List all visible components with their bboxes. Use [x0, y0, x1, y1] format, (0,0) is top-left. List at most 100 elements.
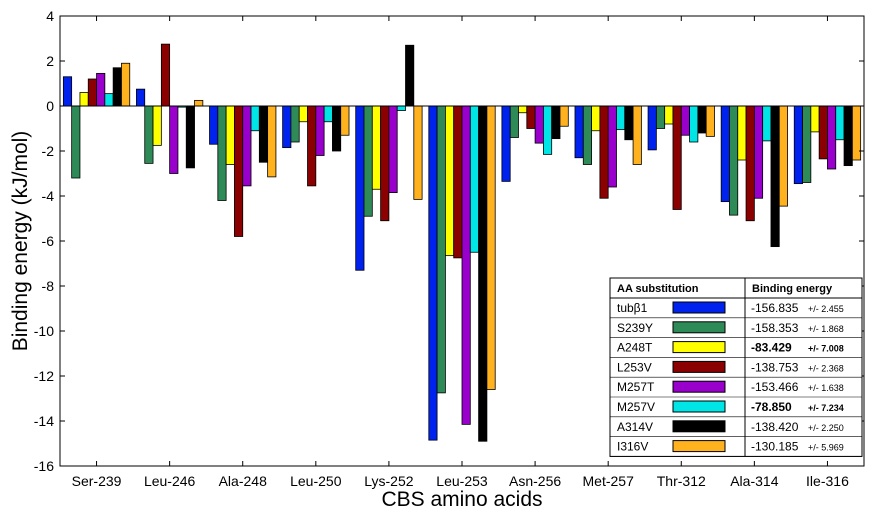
- bar: [574, 105, 584, 159]
- bar: [79, 92, 89, 107]
- legend-header-energy: Binding energy: [752, 283, 833, 295]
- bar: [121, 62, 131, 107]
- bar: [363, 105, 373, 217]
- bar: [104, 93, 114, 107]
- bar: [112, 67, 122, 107]
- bar: [144, 105, 154, 164]
- bar: [551, 105, 561, 140]
- legend-energy-error: +/- 2.250: [808, 423, 844, 433]
- bar: [396, 105, 406, 111]
- bar: [827, 105, 837, 170]
- y-axis-title: Binding energy (kJ/mol): [9, 131, 32, 352]
- legend-header-substitution: AA substitution: [617, 283, 699, 295]
- bar: [413, 105, 423, 200]
- legend-energy-value: -78.850: [751, 400, 792, 414]
- bar: [534, 105, 544, 144]
- x-axis: Ser-239 Leu-246 Ala-248 Leu-250 Lys-252 Leu-2…: [72, 16, 849, 489]
- y-tick-label: 4: [46, 8, 54, 24]
- bar: [340, 105, 350, 136]
- bar: [258, 105, 269, 163]
- bar: [697, 105, 707, 134]
- bar: [453, 105, 463, 259]
- legend-energy-value: -158.353: [751, 321, 799, 335]
- x-axis-title: CBS amino acids: [381, 488, 542, 511]
- bar: [436, 105, 446, 394]
- bar: [388, 105, 398, 194]
- bar: [810, 105, 820, 133]
- bar: [526, 105, 536, 129]
- legend-series-label: I316V: [617, 440, 648, 454]
- legend-series-label: A248T: [617, 341, 653, 355]
- bar: [745, 105, 755, 222]
- bar: [371, 105, 382, 190]
- x-tick-label: Lys-252: [364, 473, 414, 489]
- bar: [87, 78, 97, 107]
- x-tick-label: Ser-239: [72, 473, 122, 489]
- bar: [486, 105, 496, 390]
- bar: [818, 105, 828, 160]
- bar: [428, 105, 438, 441]
- bar: [96, 72, 106, 107]
- bar: [664, 105, 674, 125]
- y-tick-label: -12: [34, 368, 54, 384]
- bar: [267, 105, 277, 178]
- x-tick-label: Asn-256: [509, 473, 561, 489]
- bar: [315, 105, 325, 156]
- bar: [234, 105, 244, 237]
- y-tick-label: -16: [34, 458, 54, 474]
- legend-series-label: M257T: [617, 380, 655, 394]
- bar: [405, 44, 415, 107]
- legend-energy-value: -153.466: [751, 380, 799, 394]
- legend-series-label: M257V: [617, 400, 655, 414]
- bar: [851, 105, 862, 161]
- x-tick-label: Ala-314: [730, 473, 778, 489]
- y-tick-label: -8: [42, 278, 55, 294]
- bar: [152, 105, 162, 146]
- bar: [509, 105, 519, 138]
- bar: [380, 105, 390, 222]
- x-tick-label: Leu-246: [144, 473, 196, 489]
- x-tick-label: Leu-250: [290, 473, 342, 489]
- x-tick-label: Met-257: [583, 473, 635, 489]
- legend-energy-error: +/- 7.008: [808, 344, 844, 354]
- bar: [680, 105, 690, 136]
- legend-table: AA substitution Binding energy tubβ1 -156.8…: [609, 277, 863, 457]
- y-tick-label: -10: [34, 323, 54, 339]
- y-axis: 4 2 0 -2 -4 -6 -8 -10 -12 -14 -16: [34, 8, 864, 474]
- bar: [647, 105, 657, 151]
- bar: [323, 105, 333, 123]
- bar: [591, 105, 601, 132]
- legend-series-label: tubβ1: [617, 301, 648, 315]
- legend-swatch: [672, 321, 726, 334]
- bar: [762, 105, 772, 142]
- bar: [843, 105, 853, 167]
- legend-swatch: [672, 440, 726, 453]
- legend-swatch: [672, 420, 726, 433]
- bar: [461, 105, 471, 425]
- legend-energy-value: -138.753: [751, 360, 799, 374]
- legend-energy-error: +/- 7.234: [808, 403, 844, 413]
- bar: [689, 105, 699, 143]
- bar: [542, 105, 553, 155]
- bar: [185, 105, 195, 169]
- legend-series-label: A314V: [617, 420, 653, 434]
- x-tick-label: Ile-316: [806, 473, 849, 489]
- bar: [729, 105, 739, 216]
- bar: [518, 105, 528, 114]
- bar: [469, 105, 479, 253]
- legend-box: [609, 277, 863, 457]
- bar: [355, 105, 365, 271]
- bar: [599, 105, 609, 199]
- legend-series-label: L253V: [617, 360, 652, 374]
- legend-series-label: S239Y: [617, 321, 653, 335]
- legend-swatch: [672, 341, 726, 354]
- bar: [250, 105, 260, 132]
- legend-energy-error: +/- 1.638: [808, 383, 844, 393]
- bar: [705, 105, 715, 137]
- bar: [307, 105, 317, 187]
- bar: [225, 105, 235, 165]
- bar: [217, 105, 227, 201]
- bar: [332, 105, 342, 152]
- bar: [582, 105, 592, 165]
